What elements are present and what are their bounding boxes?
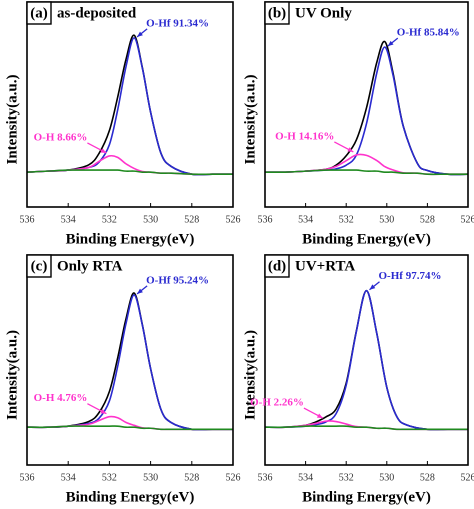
annotation-arrow-head bbox=[387, 40, 394, 47]
panel-title: UV+RTA bbox=[295, 258, 355, 274]
curve bbox=[26, 425, 233, 431]
x-tick-label: 526 bbox=[461, 214, 474, 225]
x-tick-label: 526 bbox=[461, 472, 474, 483]
x-axis-label: Binding Energy(eV) bbox=[66, 231, 195, 247]
annotation: O-H 14.16% bbox=[275, 130, 334, 142]
annotation-arrow-head bbox=[137, 31, 143, 37]
x-tick-label: 532 bbox=[102, 214, 117, 225]
y-axis-label: Intensity(a.u.) bbox=[4, 330, 20, 420]
x-tick-label: 536 bbox=[258, 472, 273, 483]
x-tick-label: 532 bbox=[339, 472, 354, 483]
y-axis-label: Intensity(a.u.) bbox=[242, 330, 258, 420]
curve bbox=[264, 289, 468, 431]
panel-label-box bbox=[26, 254, 52, 278]
annotation-arrow-head bbox=[100, 409, 107, 414]
x-axis-label: Binding Energy(eV) bbox=[302, 489, 431, 505]
x-tick-label: 530 bbox=[379, 214, 394, 225]
panel-label-box bbox=[264, 254, 290, 278]
panel-label: (d) bbox=[268, 258, 286, 274]
plot-frame bbox=[26, 254, 234, 466]
annotation-arrow-head bbox=[369, 284, 376, 290]
curve bbox=[26, 169, 233, 176]
x-tick-label: 534 bbox=[298, 214, 313, 225]
panel-title: Only RTA bbox=[57, 258, 123, 274]
annotation-arrow-head bbox=[100, 148, 107, 153]
panel: 536 534 532 530 528 526 Binding Energy(eV) Inte… bbox=[242, 254, 474, 505]
annotation-arrow-head bbox=[347, 147, 354, 152]
curve bbox=[264, 425, 468, 431]
annotation: O-Hf 97.74% bbox=[379, 270, 442, 282]
panel-label: (a) bbox=[30, 5, 48, 21]
panel-title: as-deposited bbox=[57, 5, 137, 21]
panel-label: (b) bbox=[268, 5, 286, 21]
annotation: O-Hf 85.84% bbox=[397, 27, 460, 39]
annotation: O-H 8.66% bbox=[34, 131, 88, 143]
x-tick-label: 528 bbox=[184, 472, 199, 483]
panel-label-box bbox=[264, 1, 290, 25]
annotation: O-H 2.26% bbox=[250, 397, 304, 409]
y-axis-label: Intensity(a.u.) bbox=[4, 74, 20, 164]
curve bbox=[264, 289, 468, 431]
curve bbox=[26, 292, 233, 431]
annotation: O-Hf 91.34% bbox=[146, 17, 209, 29]
x-tick-label: 534 bbox=[61, 472, 76, 483]
x-axis-label: Binding Energy(eV) bbox=[302, 231, 431, 247]
x-tick-label: 526 bbox=[226, 214, 241, 225]
curve bbox=[26, 34, 233, 176]
x-tick-label: 526 bbox=[226, 472, 241, 483]
x-tick-label: 534 bbox=[61, 214, 76, 225]
curve bbox=[264, 420, 468, 431]
x-tick-label: 530 bbox=[379, 472, 394, 483]
panel-label: (c) bbox=[31, 258, 48, 274]
annotation-arrow-head bbox=[137, 288, 143, 294]
x-tick-label: 532 bbox=[339, 214, 354, 225]
x-tick-label: 530 bbox=[143, 472, 158, 483]
annotation: O-Hf 95.24% bbox=[146, 274, 209, 286]
panel-title: UV Only bbox=[295, 5, 352, 21]
panel: 536 534 532 530 528 526 Binding Energy(eV) Inte… bbox=[242, 1, 474, 247]
annotation: O-H 4.76% bbox=[34, 392, 88, 404]
curve bbox=[264, 169, 468, 176]
curve bbox=[26, 37, 233, 176]
x-tick-label: 530 bbox=[143, 214, 158, 225]
x-tick-label: 536 bbox=[20, 472, 35, 483]
plot-frame bbox=[264, 1, 469, 208]
x-tick-label: 532 bbox=[102, 472, 117, 483]
panel: 536 534 532 530 528 526 Binding Energy(eV) Inte… bbox=[4, 1, 241, 247]
x-tick-label: 528 bbox=[420, 472, 435, 483]
x-tick-label: 534 bbox=[298, 472, 313, 483]
y-axis-label: Intensity(a.u.) bbox=[242, 74, 258, 164]
x-tick-label: 536 bbox=[20, 214, 35, 225]
annotation-arrow-head bbox=[316, 413, 323, 419]
x-tick-label: 536 bbox=[258, 214, 273, 225]
x-axis-label: Binding Energy(eV) bbox=[66, 489, 195, 505]
plot-frame bbox=[26, 1, 234, 208]
panel-label-box bbox=[26, 1, 52, 25]
plot-frame bbox=[264, 254, 469, 466]
x-tick-label: 528 bbox=[184, 214, 199, 225]
panel: 536 534 532 530 528 526 Binding Energy(eV) Inte… bbox=[4, 254, 241, 505]
x-tick-label: 528 bbox=[420, 214, 435, 225]
curve bbox=[26, 294, 233, 431]
